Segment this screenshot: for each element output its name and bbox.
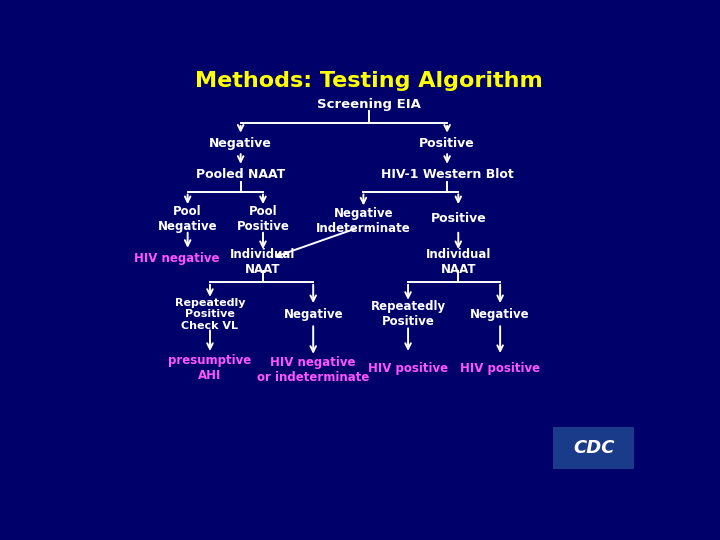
Text: HIV negative
or indeterminate: HIV negative or indeterminate xyxy=(257,356,369,384)
Text: Individual
NAAT: Individual NAAT xyxy=(426,248,491,276)
Text: Negative: Negative xyxy=(210,137,272,150)
Text: Pool
Positive: Pool Positive xyxy=(237,205,289,233)
Text: presumptive
AHI: presumptive AHI xyxy=(168,354,251,382)
Text: Pooled NAAT: Pooled NAAT xyxy=(196,168,285,181)
Text: Positive: Positive xyxy=(419,137,475,150)
Text: HIV positive: HIV positive xyxy=(368,362,448,375)
Text: Negative: Negative xyxy=(284,308,343,321)
Text: CDC: CDC xyxy=(573,439,614,457)
Text: HIV-1 Western Blot: HIV-1 Western Blot xyxy=(381,168,513,181)
Text: Repeatedly
Positive: Repeatedly Positive xyxy=(371,300,446,328)
Text: Methods: Testing Algorithm: Methods: Testing Algorithm xyxy=(195,71,543,91)
FancyBboxPatch shape xyxy=(553,427,634,469)
Text: Negative: Negative xyxy=(470,308,530,321)
Text: Screening EIA: Screening EIA xyxy=(317,98,421,111)
Text: Negative
Indeterminate: Negative Indeterminate xyxy=(316,207,411,235)
Text: Repeatedly
Positive
Check VL: Repeatedly Positive Check VL xyxy=(175,298,246,331)
Text: HIV positive: HIV positive xyxy=(460,362,540,375)
Text: HIV negative: HIV negative xyxy=(134,252,220,265)
Text: Pool
Negative: Pool Negative xyxy=(158,205,217,233)
Text: Positive: Positive xyxy=(431,212,486,225)
Text: Individual
NAAT: Individual NAAT xyxy=(230,248,296,276)
